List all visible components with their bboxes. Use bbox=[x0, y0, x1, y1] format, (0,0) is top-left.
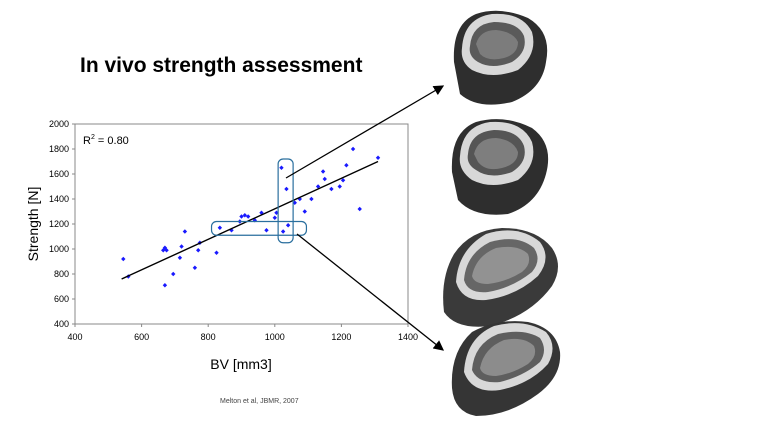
data-point bbox=[292, 200, 297, 205]
y-tick-label: 2000 bbox=[49, 119, 69, 129]
data-point bbox=[162, 245, 168, 250]
data-point bbox=[344, 163, 349, 168]
data-point bbox=[350, 146, 356, 152]
data-point bbox=[177, 255, 183, 260]
highlight-box-vertical bbox=[277, 158, 294, 244]
data-point bbox=[315, 184, 321, 189]
x-tick-label: 1000 bbox=[265, 332, 285, 342]
y-tick-label: 600 bbox=[54, 294, 69, 304]
data-point bbox=[285, 223, 291, 228]
x-tick-label: 600 bbox=[134, 332, 149, 342]
y-tick-label: 1600 bbox=[49, 169, 69, 179]
bone-section-2 bbox=[451, 119, 549, 215]
r2-annotation: R2 = 0.80 bbox=[83, 134, 129, 147]
arrow-to-bottom bbox=[296, 233, 445, 351]
data-point bbox=[357, 206, 362, 212]
y-tick-label: 1800 bbox=[49, 144, 69, 154]
bone-section-1 bbox=[453, 10, 548, 105]
y-tick-label: 1000 bbox=[49, 244, 69, 254]
data-point bbox=[182, 229, 188, 234]
data-point bbox=[121, 256, 126, 262]
data-point bbox=[280, 229, 286, 234]
bone-section-4 bbox=[451, 321, 561, 416]
data-point bbox=[239, 214, 244, 219]
x-axis-label: BV [mm3] bbox=[210, 356, 271, 372]
data-point bbox=[171, 271, 176, 277]
data-point bbox=[274, 210, 279, 215]
slide-title: In vivo strength assessment bbox=[80, 54, 363, 77]
data-point bbox=[337, 184, 342, 189]
data-point bbox=[179, 244, 184, 249]
y-tick-label: 1200 bbox=[49, 219, 69, 229]
data-point bbox=[329, 186, 334, 192]
data-point bbox=[217, 225, 223, 230]
data-point bbox=[196, 248, 201, 253]
y-tick-label: 800 bbox=[54, 269, 69, 279]
y-tick-label: 1400 bbox=[49, 194, 69, 204]
x-tick-label: 1200 bbox=[331, 332, 351, 342]
data-point bbox=[264, 228, 269, 233]
x-tick-label: 400 bbox=[67, 332, 82, 342]
citation: Melton et al, JBMR, 2007 bbox=[220, 398, 299, 405]
data-point bbox=[162, 283, 168, 288]
data-point bbox=[272, 215, 277, 220]
data-point bbox=[302, 209, 307, 214]
data-point bbox=[192, 265, 198, 270]
bone-section-3 bbox=[443, 228, 558, 327]
data-point bbox=[245, 214, 251, 219]
data-point bbox=[164, 248, 169, 253]
trend-line bbox=[121, 160, 379, 280]
data-point bbox=[322, 176, 327, 182]
arrow-to-top bbox=[285, 85, 445, 179]
data-point bbox=[375, 155, 381, 160]
data-point bbox=[161, 248, 166, 253]
data-point bbox=[340, 178, 346, 183]
y-axis-label: Strength [N] bbox=[25, 187, 41, 262]
data-point bbox=[320, 169, 326, 174]
data-point bbox=[309, 196, 314, 202]
data-point bbox=[279, 165, 284, 170]
highlight-box-horizontal bbox=[210, 220, 308, 236]
x-tick-label: 800 bbox=[201, 332, 216, 342]
x-tick-label: 1400 bbox=[398, 332, 418, 342]
y-tick-label: 400 bbox=[54, 319, 69, 329]
data-point bbox=[242, 213, 248, 218]
data-point bbox=[284, 186, 289, 192]
data-point bbox=[214, 250, 219, 255]
